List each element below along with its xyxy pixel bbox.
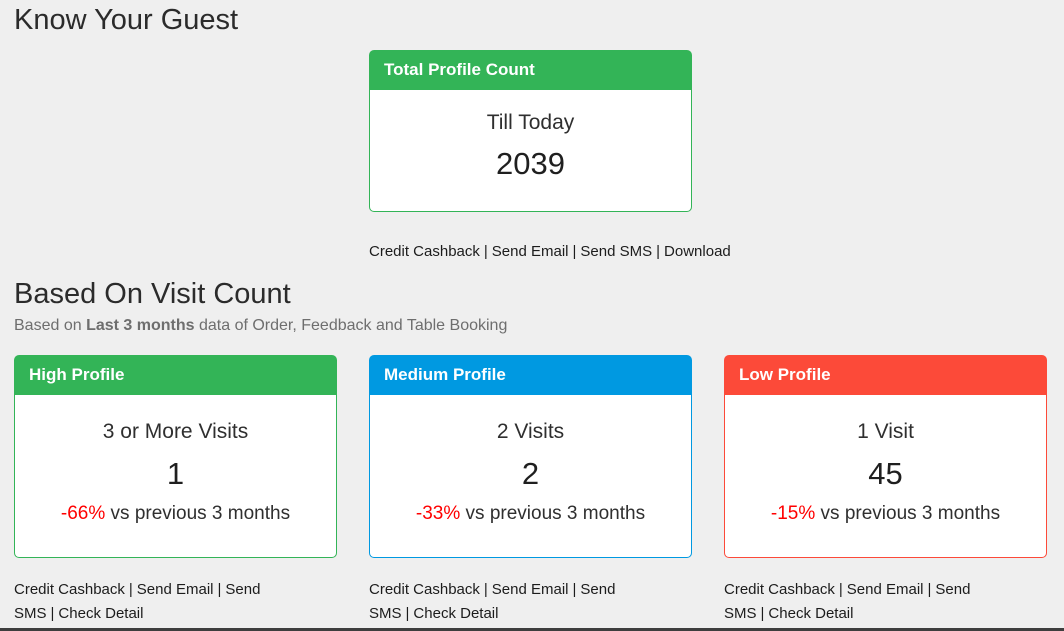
total-profile-card: Total Profile Count Till Today 2039 [369,50,692,212]
total-profile-count-value: 2039 [496,146,565,181]
send-email-link[interactable]: Send Email [136,581,214,598]
high-profile-visits-label: 3 or More Visits [102,420,249,443]
subtitle-suffix: data of Order, Feedback and Table Bookin… [194,317,508,334]
high-profile-change-line: -66% vs previous 3 months [15,503,336,525]
visit-count-section-title: Based On Visit Count [14,278,291,310]
total-profile-actions: Credit Cashback | Send Email | Send SMS | Down… [369,240,731,264]
medium-profile-change-percent: -33% [415,503,461,524]
medium-profile-card-body: 2 Visits 2 -33% vs previous 3 months [369,395,692,558]
low-profile-card-body: 1 Visit 45 -15% vs previous 3 months [724,395,1047,558]
medium-profile-change-line: -33% vs previous 3 months [370,503,691,525]
high-profile-change-percent: -66% [60,503,106,524]
total-profile-card-header: Total Profile Count [369,50,692,90]
high-profile-count-value: 1 [166,456,185,491]
low-profile-actions: Credit Cashback | Send Email | Send SMS | Chec… [724,578,1054,626]
low-profile-card-header: Low Profile [724,355,1047,395]
high-profile-actions: Credit Cashback | Send Email | Send SMS | Chec… [14,578,344,626]
send-email-link[interactable]: Send Email [491,243,569,260]
medium-profile-card: Medium Profile 2 Visits 2 -33% vs previo… [369,355,692,558]
medium-profile-visits-label: 2 Visits [496,420,565,443]
low-profile-count-value: 45 [868,456,903,491]
low-profile-change-text: vs previous 3 months [815,503,1001,524]
low-profile-card: Low Profile 1 Visit 45 -15% vs previous … [724,355,1047,558]
low-profile-change-percent: -15% [770,503,816,524]
credit-cashback-link[interactable]: Credit Cashback [369,243,480,260]
check-detail-link[interactable]: Check Detail [58,605,144,622]
send-sms-link[interactable]: Send SMS [724,581,971,622]
medium-profile-count-value: 2 [521,456,540,491]
check-detail-link[interactable]: Check Detail [768,605,854,622]
credit-cashback-link[interactable]: Credit Cashback [724,581,835,598]
link-separator: | [838,581,843,598]
send-email-link[interactable]: Send Email [491,581,569,598]
link-separator: | [483,243,488,260]
low-profile-visits-label: 1 Visit [857,420,914,443]
link-separator: | [572,581,577,598]
link-separator: | [128,581,133,598]
link-separator: | [760,605,765,622]
subtitle-prefix: Based on [14,317,87,334]
page-title: Know Your Guest [14,4,239,36]
high-profile-change-text: vs previous 3 months [105,503,291,524]
medium-profile-change-text: vs previous 3 months [460,503,646,524]
link-separator: | [50,605,55,622]
bottom-window-edge [0,628,1064,631]
link-separator: | [656,243,661,260]
credit-cashback-link[interactable]: Credit Cashback [369,581,480,598]
link-separator: | [572,243,577,260]
high-profile-card-body: 3 or More Visits 1 -66% vs previous 3 mo… [14,395,337,558]
credit-cashback-link[interactable]: Credit Cashback [14,581,125,598]
send-sms-link[interactable]: Send SMS [580,243,653,260]
send-sms-link[interactable]: Send SMS [369,581,616,622]
medium-profile-card-header: Medium Profile [369,355,692,395]
till-today-label: Till Today [486,111,575,134]
link-separator: | [405,605,410,622]
subtitle-period: Last 3 months [86,317,195,334]
total-profile-card-body: Till Today 2039 [369,90,692,212]
download-link[interactable]: Download [664,243,731,260]
link-separator: | [483,581,488,598]
send-sms-link[interactable]: Send SMS [14,581,261,622]
link-separator: | [217,581,222,598]
low-profile-change-line: -15% vs previous 3 months [725,503,1046,525]
link-separator: | [927,581,932,598]
visit-count-subtitle: Based on Last 3 months data of Order, Fe… [14,317,507,335]
check-detail-link[interactable]: Check Detail [413,605,499,622]
high-profile-card: High Profile 3 or More Visits 1 -66% vs … [14,355,337,558]
high-profile-card-header: High Profile [14,355,337,395]
medium-profile-actions: Credit Cashback | Send Email | Send SMS | Chec… [369,578,699,626]
send-email-link[interactable]: Send Email [846,581,924,598]
